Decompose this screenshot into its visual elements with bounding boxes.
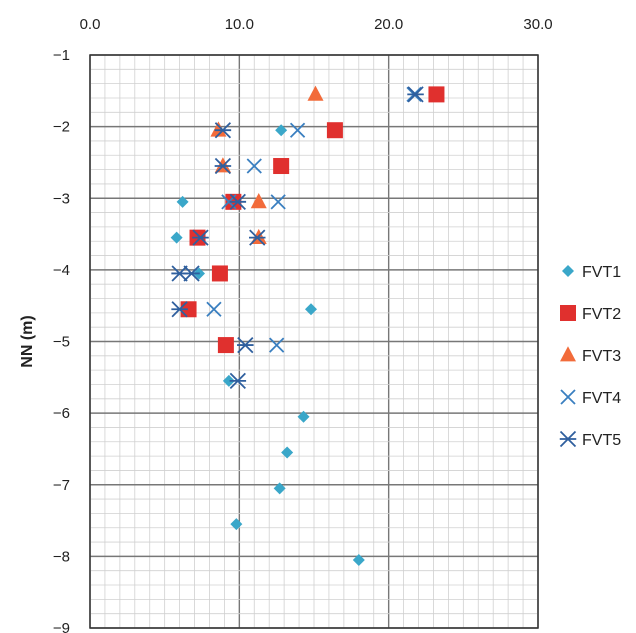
- series-fvt5: [171, 86, 424, 390]
- data-point-fvt1: [176, 195, 189, 208]
- y-tick-label: −8: [53, 548, 70, 565]
- data-point-fvt3: [307, 85, 324, 101]
- data-point-fvt1: [170, 231, 183, 244]
- series-fvt3: [210, 85, 324, 245]
- data-point-fvt5: [229, 372, 247, 390]
- data-point-fvt2: [326, 122, 343, 139]
- legend-label: FVT3: [582, 348, 621, 365]
- data-point-fvt2: [217, 337, 234, 354]
- x-tick-label: 0.0: [80, 16, 101, 33]
- y-tick-label: −5: [53, 334, 70, 351]
- data-point-fvt5: [214, 122, 232, 139]
- legend-item-fvt5: FVT5: [559, 430, 621, 449]
- data-point-fvt2: [273, 158, 290, 175]
- legend-label: FVT5: [582, 432, 621, 449]
- legend-item-fvt2: FVT2: [560, 305, 621, 323]
- legend: FVT1 FVT2 FVT3 FVT4 FVT5: [559, 264, 621, 449]
- data-point-fvt1: [297, 410, 310, 423]
- y-tick-label: −6: [53, 405, 70, 422]
- legend-label: FVT4: [582, 390, 621, 407]
- data-point-fvt1: [222, 374, 235, 387]
- data-point-fvt2: [211, 265, 228, 282]
- x-tick-label: 20.0: [374, 16, 403, 33]
- data-point-fvt4: [246, 158, 262, 174]
- data-points: [170, 85, 445, 566]
- legend-marker-fvt2: [560, 305, 576, 321]
- legend-item-fvt4: FVT4: [560, 389, 621, 407]
- legend-label: FVT1: [582, 264, 621, 281]
- data-point-fvt5: [407, 86, 424, 103]
- data-point-fvt5: [192, 229, 209, 246]
- data-point-fvt5: [214, 157, 232, 175]
- y-tick-label: −3: [53, 190, 70, 207]
- series-fvt4: [206, 86, 422, 353]
- data-point-fvt4: [270, 194, 286, 210]
- legend-marker-fvt1: [562, 265, 574, 277]
- data-point-fvt4: [269, 337, 285, 353]
- y-axis-title: NN (m): [19, 315, 36, 367]
- data-point-fvt5: [237, 336, 254, 354]
- data-point-fvt1: [230, 518, 243, 531]
- legend-marker-fvt3: [560, 346, 576, 362]
- data-point-fvt5: [171, 301, 188, 318]
- y-tick-label: −4: [53, 262, 70, 279]
- data-point-fvt5: [183, 265, 200, 282]
- series-fvt1: [170, 124, 365, 566]
- legend-item-fvt1: FVT1: [562, 264, 621, 281]
- data-point-fvt2: [428, 86, 445, 103]
- y-tick-label: −1: [53, 47, 70, 64]
- x-tick-labels: 0.0 10.0 20.0 30.0: [80, 16, 553, 33]
- data-point-fvt5: [249, 229, 266, 246]
- data-point-fvt1: [305, 303, 318, 316]
- legend-item-fvt3: FVT3: [560, 346, 621, 365]
- data-point-fvt1: [273, 482, 286, 495]
- x-tick-label: 10.0: [225, 16, 254, 33]
- data-point-fvt5: [229, 193, 247, 210]
- y-tick-label: −7: [53, 477, 70, 494]
- data-point-fvt4: [289, 122, 306, 138]
- data-point-fvt1: [281, 446, 294, 459]
- data-point-fvt3: [210, 121, 227, 137]
- data-point-fvt4: [206, 301, 222, 317]
- x-tick-label: 30.0: [523, 16, 552, 33]
- y-tick-label: −2: [53, 119, 70, 136]
- plot-frame: [89, 54, 539, 629]
- legend-label: FVT2: [582, 306, 621, 323]
- legend-marker-fvt5: [559, 430, 577, 448]
- grid: [89, 54, 539, 629]
- y-tick-labels: −1 −2 −3 −4 −5 −6 −7 −8 −9: [53, 47, 70, 633]
- data-point-fvt1: [352, 553, 365, 566]
- data-point-fvt3: [250, 193, 267, 209]
- data-point-fvt1: [275, 124, 288, 137]
- y-tick-label: −9: [53, 620, 70, 633]
- legend-marker-fvt4: [560, 389, 576, 405]
